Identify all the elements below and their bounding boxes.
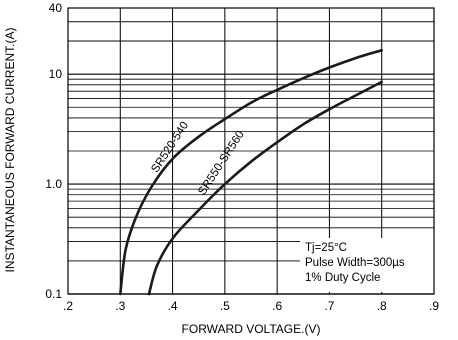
temperature-note: Tj=25°C [305, 242, 347, 254]
y-tick-label: 0.1 [45, 287, 62, 301]
y-axis-label: INSTANTANEOUS FORWARD CURRENT.(A) [3, 28, 17, 273]
plot-frame [67, 7, 435, 295]
x-tick-label: .5 [220, 299, 230, 313]
x-tick-label: .6 [272, 299, 282, 313]
annotation-box [300, 238, 438, 292]
x-tick-label: .9 [429, 299, 439, 313]
x-tick-labels: .2 .3 .4 .5 .6 .7 .8 .9 [63, 299, 439, 313]
x-axis-label: FORWARD VOLTAGE.(V) [182, 322, 321, 336]
series-line-0 [119, 49, 383, 296]
x-tick-label: .8 [377, 299, 387, 313]
x-tick-label: .7 [324, 299, 334, 313]
y-tick-labels: 0.1 1.0 10 40 [45, 1, 62, 301]
x-tick-label: .4 [168, 299, 178, 313]
y-tick-label: 40 [49, 1, 63, 15]
y-tick-label: 10 [49, 67, 63, 81]
duty-cycle-note: 1% Duty Cycle [305, 272, 380, 284]
y-tick-label: 1.0 [45, 177, 62, 191]
minor-gridlines [68, 7, 434, 262]
series-line-1 [147, 80, 383, 296]
x-tick-label: .2 [63, 299, 73, 313]
x-tick-label: .3 [115, 299, 125, 313]
pulse-width-note: Pulse Width=300µs [305, 257, 405, 269]
series-layer [119, 49, 383, 296]
